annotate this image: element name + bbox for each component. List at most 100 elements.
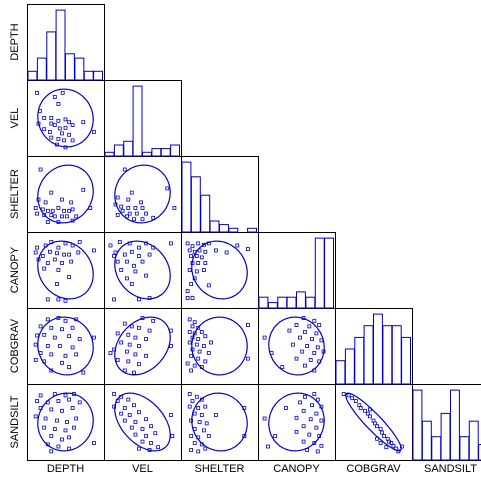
point-vel-sandsilt-7 (119, 411, 124, 416)
point-shelter-canopy-20 (192, 276, 197, 281)
point-shelter-cobgrav-8 (196, 337, 201, 341)
point-shelter-cobgrav-12 (201, 344, 206, 348)
point-depth-sandsilt-16 (65, 420, 69, 424)
point-cobgrav-sandsilt-17 (389, 441, 394, 445)
point-depth-sandsilt-18 (42, 425, 47, 430)
point-canopy-sandsilt-1 (303, 394, 307, 399)
point-shelter-cobgrav-0 (187, 317, 192, 322)
point-cobgrav-sandsilt-22 (384, 445, 389, 450)
point-shelter-canopy-8 (203, 249, 208, 254)
point-canopy-cobgrav-22 (262, 335, 267, 340)
point-canopy-cobgrav-4 (317, 323, 322, 327)
point-depth-sandsilt-5 (45, 400, 50, 405)
point-vel-shelter-20 (139, 200, 144, 205)
point-shelter-cobgrav-23 (245, 323, 250, 327)
hist-bar-canopy-3 (286, 296, 297, 309)
point-vel-sandsilt-19 (140, 439, 145, 444)
point-canopy-cobgrav-0 (301, 316, 306, 320)
hist-bar-canopy-1 (267, 302, 278, 309)
point-vel-cobgrav-11 (127, 342, 132, 347)
point-depth-cobgrav-5 (49, 325, 54, 330)
point-depth-cobgrav-20 (74, 352, 79, 357)
scatter-depth-cobgrav (33, 316, 96, 376)
point-depth-vel-9 (67, 120, 71, 125)
point-depth-sandsilt-1 (52, 392, 57, 396)
point-depth-canopy-20 (56, 268, 61, 272)
ellipse-canopy-sandsilt (268, 392, 325, 452)
point-depth-cobgrav-11 (67, 334, 71, 339)
point-cobgrav-sandsilt-20 (396, 449, 401, 454)
point-depth-cobgrav-14 (45, 344, 50, 348)
x-label-vel: VEL (132, 463, 153, 475)
point-vel-canopy-18 (125, 276, 129, 281)
hist-bar-canopy-6 (314, 237, 325, 309)
point-shelter-cobgrav-20 (199, 365, 204, 369)
point-vel-canopy-11 (147, 252, 152, 257)
point-canopy-cobgrav-2 (294, 323, 299, 327)
point-vel-shelter-11 (127, 211, 132, 216)
point-vel-canopy-2 (127, 241, 132, 246)
point-canopy-cobgrav-12 (305, 344, 310, 348)
point-vel-canopy-23 (136, 297, 141, 302)
point-shelter-sandsilt-0 (187, 392, 192, 396)
point-vel-sandsilt-23 (156, 445, 161, 450)
point-vel-cobgrav-3 (129, 324, 134, 329)
point-depth-vel-14 (57, 126, 62, 131)
point-vel-cobgrav-17 (115, 358, 120, 362)
hist-bar-sandsilt-7 (478, 444, 481, 461)
point-depth-cobgrav-17 (38, 351, 43, 355)
point-depth-canopy-16 (52, 257, 57, 262)
ellipse-depth-sandsilt (37, 392, 94, 452)
point-canopy-sandsilt-20 (315, 449, 320, 454)
point-shelter-sandsilt-8 (199, 413, 204, 417)
x-label-cobgrav: COBGRAV (346, 463, 401, 475)
point-shelter-sandsilt-17 (192, 441, 197, 445)
point-depth-shelter-20 (60, 214, 64, 219)
point-shelter-canopy-9 (189, 254, 194, 258)
y-label-sandsilt: SANDSILT (9, 395, 21, 448)
point-canopy-cobgrav-17 (294, 356, 299, 361)
hist-bar-cobgrav-2 (354, 336, 365, 385)
point-vel-sandsilt-16 (133, 432, 138, 437)
point-depth-shelter-17 (42, 213, 47, 217)
point-depth-canopy-14 (36, 257, 41, 262)
scatter-depth-canopy (33, 240, 96, 303)
point-canopy-sandsilt-5 (319, 404, 324, 409)
histogram-depth (27, 9, 103, 81)
point-depth-cobgrav-25 (33, 358, 38, 362)
point-vel-cobgrav-0 (140, 316, 145, 320)
point-depth-vel-12 (49, 121, 54, 126)
point-vel-shelter-19 (172, 206, 177, 210)
point-vel-sandsilt-25 (170, 434, 175, 438)
point-depth-vel-13 (52, 123, 57, 127)
point-depth-canopy-0 (35, 245, 39, 250)
point-depth-shelter-25 (70, 218, 75, 223)
point-depth-cobgrav-26 (81, 370, 86, 375)
point-vel-cobgrav-23 (168, 328, 173, 333)
hist-bar-cobgrav-1 (344, 348, 355, 385)
point-depth-shelter-2 (49, 190, 54, 195)
diagonal-histograms (27, 9, 481, 461)
point-vel-sandsilt-10 (122, 418, 127, 423)
point-vel-sandsilt-6 (132, 403, 136, 408)
point-shelter-sandsilt-23 (242, 434, 247, 438)
point-vel-cobgrav-22 (108, 351, 113, 355)
point-depth-vel-19 (60, 131, 64, 136)
point-canopy-sandsilt-22 (273, 434, 278, 438)
point-vel-cobgrav-24 (168, 344, 173, 348)
point-shelter-canopy-7 (197, 248, 202, 253)
scatter-depth-vel (35, 88, 96, 150)
point-depth-shelter-5 (60, 197, 64, 202)
point-depth-vel-10 (81, 120, 86, 125)
point-depth-sandsilt-2 (63, 393, 68, 398)
hist-bar-vel-7 (170, 144, 181, 157)
ellipse-shelter-cobgrav (191, 316, 248, 376)
point-depth-sandsilt-8 (77, 400, 82, 405)
point-shelter-cobgrav-14 (197, 349, 202, 354)
point-depth-canopy-2 (49, 240, 54, 244)
point-vel-cobgrav-4 (136, 325, 141, 330)
ellipse-depth-vel (37, 88, 94, 148)
point-depth-vel-18 (48, 130, 52, 134)
point-vel-cobgrav-6 (115, 331, 120, 336)
